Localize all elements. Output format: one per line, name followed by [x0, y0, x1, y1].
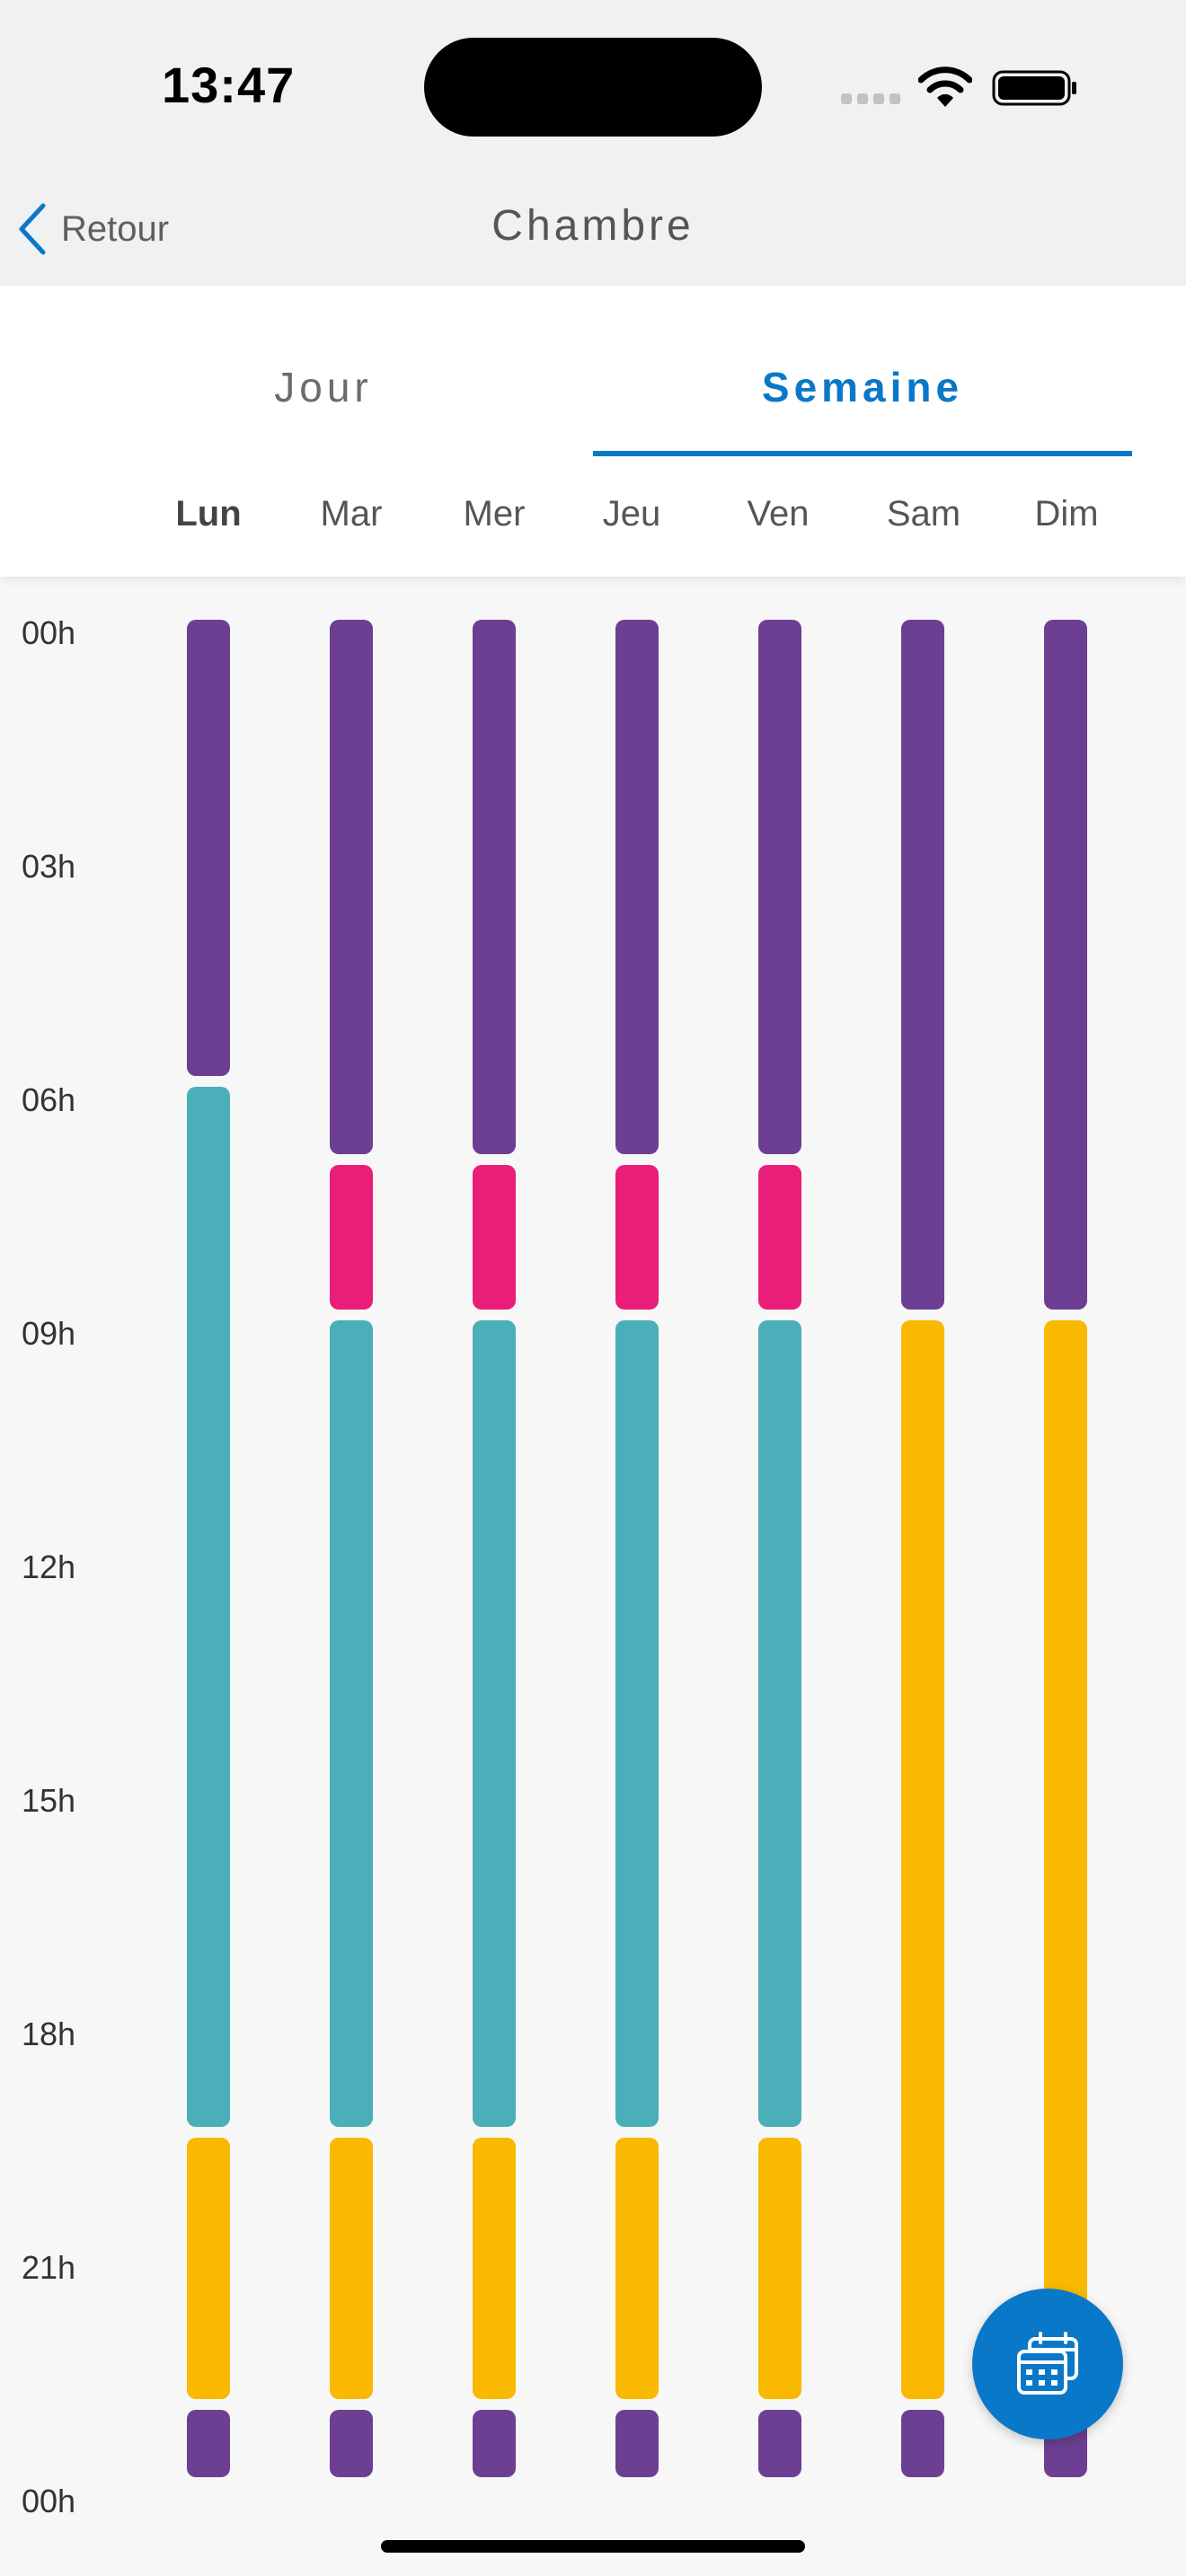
schedule-segment-ven-purple[interactable] [758, 620, 801, 1154]
day-label-jeu: Jeu [602, 494, 661, 534]
schedule-segment-jeu-teal[interactable] [615, 1320, 659, 2128]
calendar-fab-button[interactable] [972, 2289, 1123, 2439]
hour-label: 15h [22, 1782, 76, 1819]
schedule-segment-mar-teal[interactable] [330, 1320, 373, 2128]
dynamic-island [424, 38, 762, 137]
schedule-segment-ven-pink[interactable] [758, 1164, 801, 1310]
wifi-icon [918, 66, 972, 107]
schedule-segment-sam-yellow[interactable] [901, 1320, 944, 2400]
day-label-ven: Ven [747, 494, 810, 534]
chevron-left-icon [19, 203, 46, 255]
view-tabs-panel: Jour Semaine Lun Mar Mer Jeu Ven Sam Dim [0, 286, 1186, 577]
schedule-segment-lun-teal[interactable] [187, 1087, 230, 2128]
schedule-segment-jeu-yellow[interactable] [615, 2138, 659, 2400]
hour-label: 06h [22, 1081, 76, 1118]
status-time: 13:47 [162, 57, 296, 113]
battery-icon [992, 70, 1076, 106]
schedule-segment-mar-purple[interactable] [330, 2410, 373, 2478]
page-title: Chambre [491, 202, 695, 250]
schedule-segment-lun-yellow[interactable] [187, 2138, 230, 2400]
schedule-segment-mar-yellow[interactable] [330, 2138, 373, 2400]
status-bar: 13:47 [0, 0, 1186, 144]
schedule-segment-ven-yellow[interactable] [758, 2138, 801, 2400]
hour-label: 00h [22, 2483, 76, 2519]
hour-label: 00h [22, 614, 76, 651]
hour-label: 12h [22, 1548, 76, 1585]
navigation-bar: Retour Chambre [0, 144, 1186, 286]
hour-label: 09h [22, 1315, 76, 1352]
cellular-signal-icon [873, 93, 884, 104]
back-button[interactable]: Retour [16, 198, 169, 260]
tab-jour[interactable]: Jour [274, 364, 373, 410]
hour-label: 03h [22, 848, 76, 885]
back-label: Retour [61, 208, 170, 249]
schedule-segment-mer-yellow[interactable] [473, 2138, 516, 2400]
day-label-lun: Lun [175, 494, 242, 534]
schedule-segment-lun-purple[interactable] [187, 620, 230, 1077]
schedule-segment-mer-purple[interactable] [473, 620, 516, 1154]
schedule-segment-jeu-purple[interactable] [615, 2410, 659, 2478]
tab-selected-indicator [593, 451, 1132, 456]
day-label-dim: Dim [1034, 494, 1099, 534]
day-label-mer: Mer [463, 494, 526, 534]
schedule-segment-jeu-purple[interactable] [615, 620, 659, 1154]
schedule-segment-ven-teal[interactable] [758, 1320, 801, 2128]
schedule-segment-jeu-pink[interactable] [615, 1164, 659, 1310]
home-indicator [381, 2540, 805, 2553]
cellular-signal-icon [841, 93, 852, 104]
schedule-segment-ven-purple[interactable] [758, 2410, 801, 2478]
schedule-segment-sam-purple[interactable] [901, 620, 944, 1310]
cellular-signal-icon [857, 93, 868, 104]
day-label-mar: Mar [320, 494, 383, 534]
schedule-segment-mer-purple[interactable] [473, 2410, 516, 2478]
schedule-segment-dim-yellow[interactable] [1044, 1320, 1087, 2400]
calendar-icon [1017, 2332, 1078, 2395]
day-label-sam: Sam [886, 494, 961, 534]
schedule-segment-mer-pink[interactable] [473, 1164, 516, 1310]
hour-label: 18h [22, 2016, 76, 2052]
hour-label: 21h [22, 2249, 76, 2286]
schedule-segment-sam-purple[interactable] [901, 2410, 944, 2478]
weekly-schedule: 00h 03h 06h 09h 12h 15h 18h 21h 00h [0, 577, 1186, 2576]
cellular-signal-icon [890, 93, 900, 104]
schedule-segment-lun-purple[interactable] [187, 2410, 230, 2478]
tab-semaine[interactable]: Semaine [761, 364, 964, 410]
schedule-segment-mar-purple[interactable] [330, 620, 373, 1154]
schedule-segment-dim-purple[interactable] [1044, 620, 1087, 1310]
schedule-segment-mar-pink[interactable] [330, 1164, 373, 1310]
schedule-segment-mer-teal[interactable] [473, 1320, 516, 2128]
